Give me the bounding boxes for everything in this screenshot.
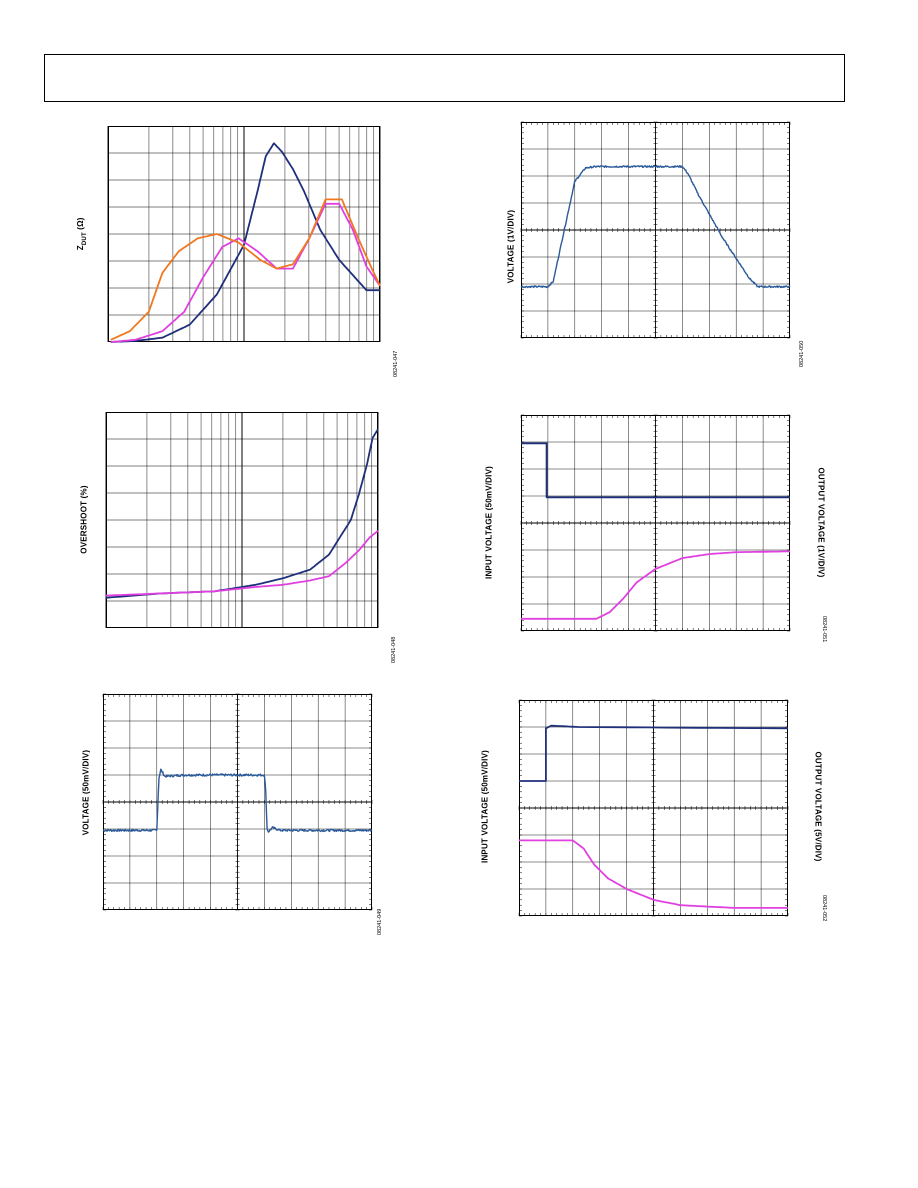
overshoot-figure-id: 08241-048 xyxy=(391,636,397,663)
chart-voltage-50mv-svg xyxy=(102,693,373,911)
series-line-1 xyxy=(521,442,790,499)
grid-lines xyxy=(105,412,379,628)
series-line-1 xyxy=(520,165,791,289)
voltage-1v-figure-id: 08241-050 xyxy=(799,340,805,367)
series-line-2 xyxy=(521,550,791,620)
grid-lines xyxy=(107,126,381,342)
input-output-5v-figure-id: 08241-052 xyxy=(821,895,827,922)
grid-lines xyxy=(520,414,791,632)
input-output-1v-figure-id: 08241-051 xyxy=(821,616,827,643)
chart-zdut-svg xyxy=(107,126,381,343)
series-line-2 xyxy=(105,530,379,597)
series-line-2 xyxy=(110,202,381,343)
chart-voltage-1v-svg xyxy=(520,121,791,339)
chart-voltage-50mv xyxy=(102,693,373,911)
overshoot-y-axis-label: OVERSHOOT (%) xyxy=(79,485,89,554)
input-output-5v-left-axis-label: INPUT VOLTAGE (50mV/DIV) xyxy=(480,750,490,863)
grid-lines xyxy=(102,693,373,911)
series-line-1 xyxy=(110,142,380,343)
chart-zdut xyxy=(107,126,381,343)
zdut-y-axis-label: ZDUT (Ω) xyxy=(76,217,88,251)
chart-overshoot xyxy=(105,412,379,628)
series-line-3 xyxy=(110,198,381,341)
page-header-box xyxy=(44,54,845,102)
grid-lines xyxy=(518,699,789,917)
chart-input-output-1v xyxy=(520,414,791,632)
input-output-1v-right-axis-label: OUTPUT VOLTAGE (1V/DIV) xyxy=(816,467,826,578)
series-line-1 xyxy=(102,768,373,833)
chart-input-output-1v-svg xyxy=(520,414,791,632)
series-line-2 xyxy=(519,839,788,909)
chart-voltage-1v xyxy=(520,121,791,339)
input-output-5v-right-axis-label: OUTPUT VOLTAGE (5V/DIV) xyxy=(813,751,823,862)
grid-lines xyxy=(520,121,791,339)
chart-input-output-5v-svg xyxy=(518,699,789,917)
zdut-figure-id: 08241-047 xyxy=(393,350,399,377)
series-line-1 xyxy=(519,724,789,782)
voltage-50mv-y-axis-label: VOLTAGE (50mV/DIV) xyxy=(81,749,91,836)
input-output-1v-left-axis-label: INPUT VOLTAGE (50mV/DIV) xyxy=(484,466,494,579)
voltage-1v-y-axis-label: VOLTAGE (1V/DIV) xyxy=(506,209,516,284)
chart-input-output-5v xyxy=(518,699,789,917)
voltage-50mv-figure-id: 08241-049 xyxy=(377,908,383,935)
chart-overshoot-svg xyxy=(105,412,379,628)
